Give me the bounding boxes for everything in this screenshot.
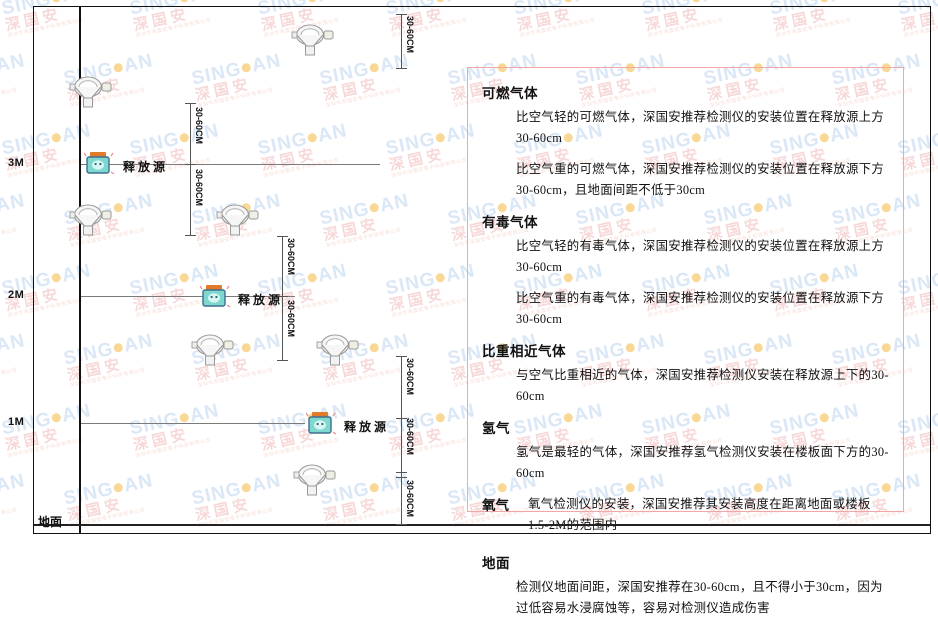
section-text: 氢气是最轻的气体，深国安推荐氢气检测仪安装在楼板面下方的30-60cm xyxy=(516,445,889,480)
gas-detector-icon xyxy=(315,330,361,368)
guidance-panel: 可燃气体 比空气轻的可燃气体，深国安推荐检测仪的安装位置在释放源上方30-60c… xyxy=(467,67,904,615)
section-heading-ground: 地面 xyxy=(482,556,510,571)
section-text: 与空气比重相近的气体，深国安推荐检测仪安装在释放源上下的30-60cm xyxy=(516,368,889,403)
gas-detector-icon xyxy=(215,200,261,238)
gas-detector-icon xyxy=(68,200,114,238)
section-text: 检测仪地面间距，深国安推荐在30-60cm，且不得小于30cm，因为过低容易水浸… xyxy=(516,580,883,615)
dimension-label: 30-60CM xyxy=(405,16,415,54)
gas-detector-icon xyxy=(190,330,236,368)
level-rule-2m xyxy=(80,296,295,297)
gas-detector-icon xyxy=(68,72,114,110)
gas-detector-icon xyxy=(290,20,336,58)
level-label-2m: 2M xyxy=(8,289,25,301)
level-rule-1m xyxy=(80,423,305,424)
section-heading-similar-density: 比重相近气体 xyxy=(482,344,566,359)
section-text: 比空气轻的可燃气体，深国安推荐检测仪的安装位置在释放源上方30-60cm xyxy=(516,110,885,145)
release-source-label: 释放源 xyxy=(344,420,390,434)
ground-baseline xyxy=(34,524,930,526)
section-heading-hydrogen: 氢气 xyxy=(482,421,510,436)
level-label-1m: 1M xyxy=(8,416,25,428)
release-source-icon xyxy=(305,410,340,440)
dimension-label: 30-60CM xyxy=(286,300,296,338)
release-source-label: 释放源 xyxy=(238,293,284,307)
vertical-axis xyxy=(79,6,81,534)
dimension-label: 30-60CM xyxy=(405,418,415,456)
section-text: 比空气重的可燃气体，深国安推荐检测仪的安装位置在释放源下方30-60cm，且地面… xyxy=(516,162,885,197)
dimension-label: 30-60CM xyxy=(405,480,415,518)
release-source-icon xyxy=(199,283,234,313)
gas-detector-icon xyxy=(292,460,338,498)
level-label-3m: 3M xyxy=(8,157,25,169)
section-heading-flammable: 可燃气体 xyxy=(482,86,538,101)
section-text: 氧气检测仪的安装，深国安推荐其安装高度在距离地面或楼板1.5-2M的范围内 xyxy=(528,497,871,532)
section-text: 比空气重的有毒气体，深国安推荐检测仪的安装位置在释放源下方30-60cm xyxy=(516,291,885,326)
release-source-icon xyxy=(83,150,118,180)
section-heading-oxygen: 氧气 xyxy=(482,498,509,513)
level-rule-3m xyxy=(80,164,380,165)
section-heading-toxic: 有毒气体 xyxy=(482,215,538,230)
ground-label: 地面 xyxy=(38,515,63,529)
section-row-oxygen: 氧气 氧气检测仪的安装，深国安推荐其安装高度在距离地面或楼板1.5-2M的范围内 xyxy=(482,494,889,536)
dimension-label: 30-60CM xyxy=(405,358,415,396)
section-text: 比空气轻的有毒气体，深国安推荐检测仪的安装位置在释放源上方30-60cm xyxy=(516,239,885,274)
dimension-label: 30-60CM xyxy=(286,238,296,276)
outer-frame xyxy=(33,6,931,534)
release-source-label: 释放源 xyxy=(123,160,169,174)
dimension-label: 30-60CM xyxy=(194,107,204,145)
dimension-label: 30-60CM xyxy=(194,169,204,207)
